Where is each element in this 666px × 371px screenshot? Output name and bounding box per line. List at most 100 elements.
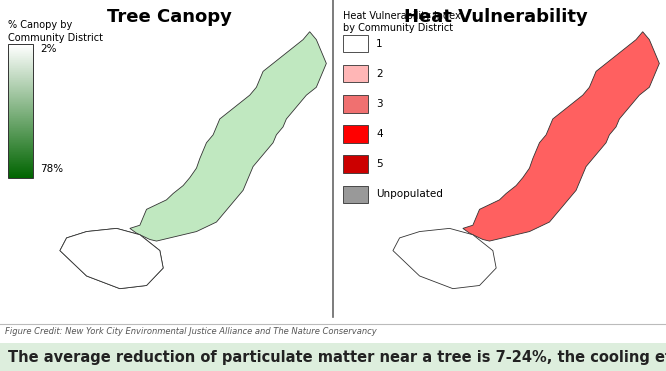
Bar: [8, 156, 33, 157]
Bar: [8, 132, 33, 133]
Polygon shape: [130, 32, 326, 241]
Text: The average reduction of particulate matter near a tree is 7-24%, the cooling ef: The average reduction of particulate mat…: [8, 349, 666, 365]
Bar: [8, 70, 33, 71]
Bar: [8, 101, 33, 102]
Bar: [8, 137, 33, 138]
Bar: [8, 49, 33, 50]
Bar: [8, 51, 33, 52]
Bar: [8, 175, 33, 176]
Bar: [8, 87, 33, 88]
Bar: [8, 173, 33, 174]
Bar: [8, 169, 33, 170]
Polygon shape: [393, 229, 496, 289]
Bar: [8, 58, 33, 59]
Bar: [8, 76, 33, 77]
Bar: [8, 161, 33, 162]
Bar: [8, 117, 33, 118]
Text: 78%: 78%: [40, 164, 63, 174]
Text: 4: 4: [376, 129, 383, 139]
Bar: [8, 108, 33, 109]
Text: 2%: 2%: [40, 45, 57, 55]
Bar: [8, 126, 33, 127]
Bar: [8, 104, 33, 105]
Bar: [8, 141, 33, 142]
Bar: [8, 68, 33, 69]
Bar: [8, 125, 33, 126]
Text: 1: 1: [376, 39, 383, 49]
Bar: [8, 60, 33, 61]
Bar: [8, 127, 33, 128]
Text: Figure Credit: New York City Environmental Justice Alliance and The Nature Conse: Figure Credit: New York City Environment…: [5, 327, 377, 336]
Bar: [8, 162, 33, 163]
Bar: [8, 151, 33, 152]
Bar: [8, 145, 33, 146]
Text: 3: 3: [376, 99, 383, 109]
Bar: [8, 91, 33, 92]
Bar: [8, 99, 33, 100]
Bar: [8, 98, 33, 99]
Bar: [8, 113, 33, 114]
Bar: [8, 103, 33, 104]
Bar: [8, 79, 33, 80]
Bar: [8, 111, 33, 112]
Bar: [343, 155, 368, 173]
Bar: [8, 74, 33, 75]
Text: 5: 5: [376, 159, 383, 169]
Bar: [8, 129, 33, 130]
Bar: [8, 59, 33, 60]
Bar: [8, 93, 33, 94]
Bar: [8, 123, 33, 124]
Bar: [8, 124, 33, 125]
Text: Heat Vulnerability Index
by Community District: Heat Vulnerability Index by Community Di…: [343, 11, 461, 33]
Bar: [8, 135, 33, 136]
Bar: [8, 133, 33, 134]
Bar: [8, 158, 33, 159]
Bar: [8, 109, 33, 110]
Bar: [8, 147, 33, 148]
Bar: [8, 62, 33, 63]
Bar: [343, 95, 368, 113]
Bar: [8, 157, 33, 158]
Bar: [8, 64, 33, 65]
Bar: [8, 73, 33, 74]
Text: Heat Vulnerability: Heat Vulnerability: [404, 8, 588, 26]
Bar: [8, 122, 33, 123]
Polygon shape: [60, 229, 163, 289]
Bar: [8, 112, 33, 113]
Bar: [8, 80, 33, 81]
Polygon shape: [60, 229, 163, 289]
Bar: [8, 105, 33, 106]
Bar: [8, 177, 33, 178]
Bar: [8, 146, 33, 147]
Bar: [8, 102, 33, 103]
Bar: [8, 138, 33, 139]
Bar: [8, 152, 33, 153]
Bar: [8, 71, 33, 72]
Bar: [8, 176, 33, 177]
Bar: [8, 170, 33, 171]
Bar: [8, 150, 33, 151]
Bar: [8, 136, 33, 137]
Bar: [8, 48, 33, 49]
Bar: [8, 128, 33, 129]
Bar: [8, 65, 33, 66]
Bar: [8, 164, 33, 165]
Bar: [8, 121, 33, 122]
Bar: [8, 46, 33, 47]
Text: 2: 2: [376, 69, 383, 79]
Bar: [8, 106, 33, 107]
Polygon shape: [463, 32, 659, 241]
Bar: [8, 155, 33, 156]
Bar: [8, 153, 33, 154]
Bar: [8, 82, 33, 83]
Bar: [8, 67, 33, 68]
Bar: [8, 45, 33, 46]
Bar: [343, 186, 368, 203]
Bar: [8, 81, 33, 82]
Bar: [8, 50, 33, 51]
Bar: [8, 107, 33, 108]
Bar: [8, 172, 33, 173]
Bar: [8, 110, 33, 111]
Bar: [8, 69, 33, 70]
Text: % Canopy by
Community District: % Canopy by Community District: [8, 20, 103, 43]
